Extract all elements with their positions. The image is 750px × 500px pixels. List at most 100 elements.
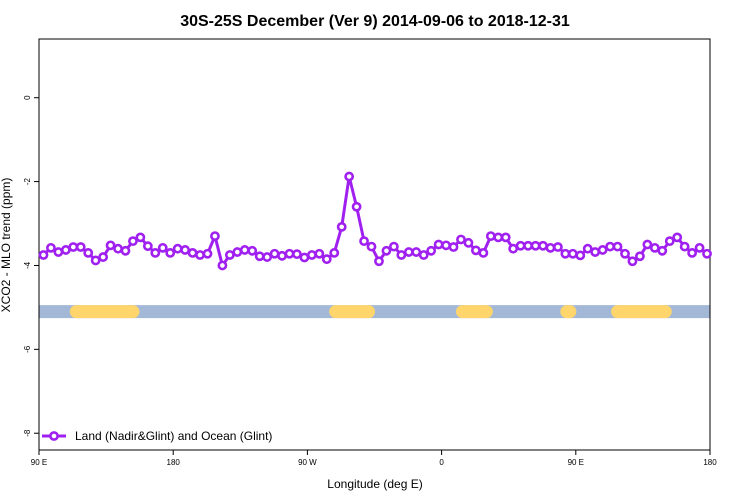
data-point — [239, 245, 250, 255]
data-point — [433, 239, 444, 250]
data-point — [403, 247, 414, 257]
data-point — [672, 232, 683, 243]
data-point — [381, 245, 392, 256]
data-point — [694, 242, 705, 253]
data-point — [374, 256, 384, 267]
data-point — [545, 242, 556, 253]
data-point — [90, 255, 101, 266]
data-point — [329, 247, 340, 258]
data-point — [515, 240, 526, 251]
data-point — [75, 242, 86, 252]
data-point — [180, 245, 191, 255]
data-point — [224, 250, 235, 260]
data-point — [120, 245, 131, 256]
legend-marker — [49, 431, 59, 441]
data-point — [165, 247, 176, 258]
data-point — [612, 241, 623, 252]
data-point — [523, 240, 533, 251]
data-point — [321, 254, 332, 265]
data-point — [187, 247, 198, 258]
legend-label: Land (Nadir&Glint) and Ocean (Glint) — [75, 429, 272, 443]
axes: 90 E 180 90 W 0 90 E 180 0 -2 -4 -6 -8 — [23, 38, 717, 467]
data-point — [284, 248, 295, 259]
data-point — [582, 243, 593, 254]
data-point — [657, 245, 668, 256]
data-point — [351, 201, 362, 212]
y-tick-label: -2 — [23, 177, 32, 185]
data-point — [649, 242, 660, 253]
data-point — [396, 250, 407, 260]
data-point — [83, 247, 94, 258]
x-tick-label: 90 E — [31, 458, 47, 467]
y-axis-label: XCO2 - MLO trend (ppm) — [0, 178, 13, 313]
y-tick-label: 0 — [23, 95, 32, 100]
data-point — [441, 240, 451, 251]
data-point — [60, 245, 71, 255]
data-point — [463, 237, 474, 248]
data-point — [254, 251, 265, 262]
data-point — [113, 243, 123, 254]
data-point — [202, 248, 213, 259]
data-point — [269, 248, 280, 259]
data-point — [247, 245, 258, 256]
data-point — [217, 260, 228, 271]
data-point — [478, 247, 489, 258]
series-layer — [38, 171, 712, 271]
data-point — [46, 242, 56, 253]
data-point — [98, 252, 109, 262]
data-point — [128, 236, 138, 247]
data-point — [142, 241, 153, 252]
x-tick-label: 90 W — [298, 458, 317, 467]
data-point — [493, 232, 504, 243]
data-point — [344, 171, 355, 182]
data-point — [292, 249, 302, 260]
data-point — [262, 252, 273, 262]
data-point — [411, 247, 422, 257]
data-point — [597, 245, 608, 255]
data-point — [366, 241, 377, 252]
data-point — [277, 250, 287, 261]
data-point — [620, 248, 630, 259]
data-point — [635, 251, 645, 262]
data-point — [195, 250, 205, 260]
data-point — [575, 250, 586, 261]
x-tick-label: 90 E — [568, 458, 584, 467]
data-point — [232, 247, 243, 257]
data-point — [426, 245, 437, 256]
data-point — [485, 231, 496, 242]
data-point — [314, 248, 325, 259]
x-tick-label: 180 — [167, 458, 181, 467]
data-point — [68, 242, 79, 252]
data-point — [336, 221, 347, 232]
data-point — [605, 241, 615, 252]
data-point — [150, 247, 161, 258]
data-point — [538, 240, 548, 251]
data-point — [590, 247, 601, 257]
data-point — [679, 241, 690, 252]
data-point — [157, 242, 168, 253]
data-point — [210, 231, 220, 242]
x-tick-label: 180 — [703, 458, 717, 467]
data-point — [299, 252, 310, 263]
data-point — [530, 240, 541, 251]
data-point — [508, 243, 519, 254]
data-point — [553, 242, 563, 252]
data-point — [664, 236, 675, 247]
plot-frame — [38, 38, 711, 451]
x-tick-label: 0 — [439, 458, 444, 467]
series-line — [42, 176, 708, 269]
y-tick-label: -8 — [23, 429, 32, 437]
data-point — [642, 239, 653, 250]
data-point — [172, 243, 183, 254]
data-point — [359, 236, 369, 247]
data-point — [687, 247, 698, 258]
data-point — [456, 234, 466, 245]
data-point — [38, 250, 49, 260]
data-point — [135, 232, 146, 243]
data-point — [702, 248, 712, 259]
data-point — [105, 240, 116, 251]
chart-title: 30S-25S December (Ver 9) 2014-09-06 to 2… — [180, 13, 570, 30]
data-point — [388, 241, 399, 252]
data-point — [418, 250, 429, 260]
